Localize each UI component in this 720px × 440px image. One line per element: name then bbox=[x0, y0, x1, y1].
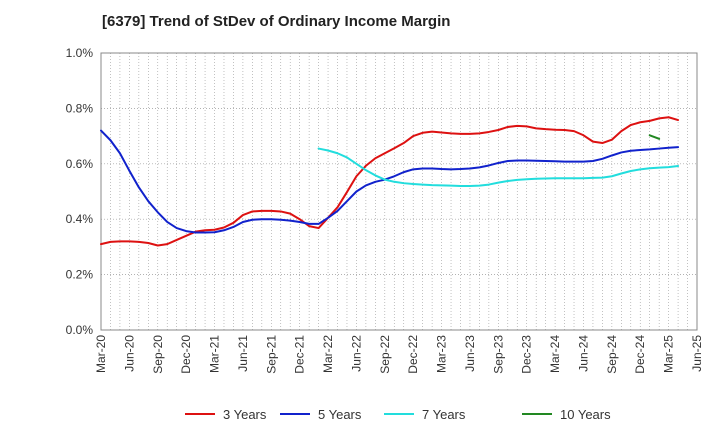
series-line-10-years bbox=[648, 134, 661, 140]
x-tick-label: Sep-21 bbox=[264, 335, 278, 374]
x-tick-label: Mar-21 bbox=[208, 335, 222, 373]
x-tick-label: Jun-23 bbox=[463, 335, 477, 372]
x-tick-label: Jun-22 bbox=[349, 335, 363, 372]
axes: 0.0% 0.2% 0.4% 0.6% 0.8% 1.0% Mar-20 Jun-20 Sep-… bbox=[66, 46, 704, 374]
legend-label: 7 Years bbox=[422, 407, 466, 422]
x-tick-label: Dec-20 bbox=[179, 335, 193, 374]
y-tick-label: 0.2% bbox=[66, 268, 94, 282]
series-line-7-years bbox=[317, 147, 680, 187]
y-tick-label: 0.6% bbox=[66, 157, 94, 171]
grid-lines bbox=[101, 52, 697, 330]
x-tick-label: Dec-21 bbox=[293, 335, 307, 374]
x-tick-label: Jun-21 bbox=[236, 335, 250, 372]
series-line-5-years bbox=[100, 129, 680, 234]
legend-label: 3 Years bbox=[223, 407, 267, 422]
legend: 3 Years 5 Years 7 Years 10 Years bbox=[185, 407, 611, 422]
x-tick-label: Sep-22 bbox=[378, 335, 392, 374]
y-tick-label: 0.0% bbox=[66, 323, 94, 337]
x-tick-label: Dec-22 bbox=[406, 335, 420, 374]
x-tick-label: Jun-20 bbox=[122, 335, 136, 372]
x-tick-label: Dec-24 bbox=[633, 335, 647, 374]
y-tick-label: 0.8% bbox=[66, 101, 94, 115]
x-tick-label: Sep-20 bbox=[151, 335, 165, 374]
plot-frame bbox=[100, 52, 698, 331]
legend-label: 10 Years bbox=[560, 407, 611, 422]
x-tick-label: Jun-24 bbox=[576, 335, 590, 372]
y-tick-label: 0.4% bbox=[66, 212, 94, 226]
x-tick-label: Sep-24 bbox=[605, 335, 619, 374]
series-line-3-years bbox=[100, 116, 680, 247]
legend-label: 5 Years bbox=[318, 407, 362, 422]
plot-background bbox=[101, 53, 697, 330]
x-tick-label: Mar-25 bbox=[662, 335, 676, 373]
x-tick-label: Sep-23 bbox=[491, 335, 505, 374]
x-tick-label: Dec-23 bbox=[520, 335, 534, 374]
y-tick-label: 1.0% bbox=[66, 46, 94, 60]
x-tick-label: Jun-25 bbox=[690, 335, 704, 372]
chart-title: [6379] Trend of StDev of Ordinary Income… bbox=[102, 13, 451, 30]
x-tick-label: Mar-23 bbox=[435, 335, 449, 373]
series-lines bbox=[100, 116, 680, 247]
x-tick-label: Mar-22 bbox=[321, 335, 335, 373]
x-tick-label: Mar-24 bbox=[548, 335, 562, 373]
x-tick-label: Mar-20 bbox=[94, 335, 108, 373]
